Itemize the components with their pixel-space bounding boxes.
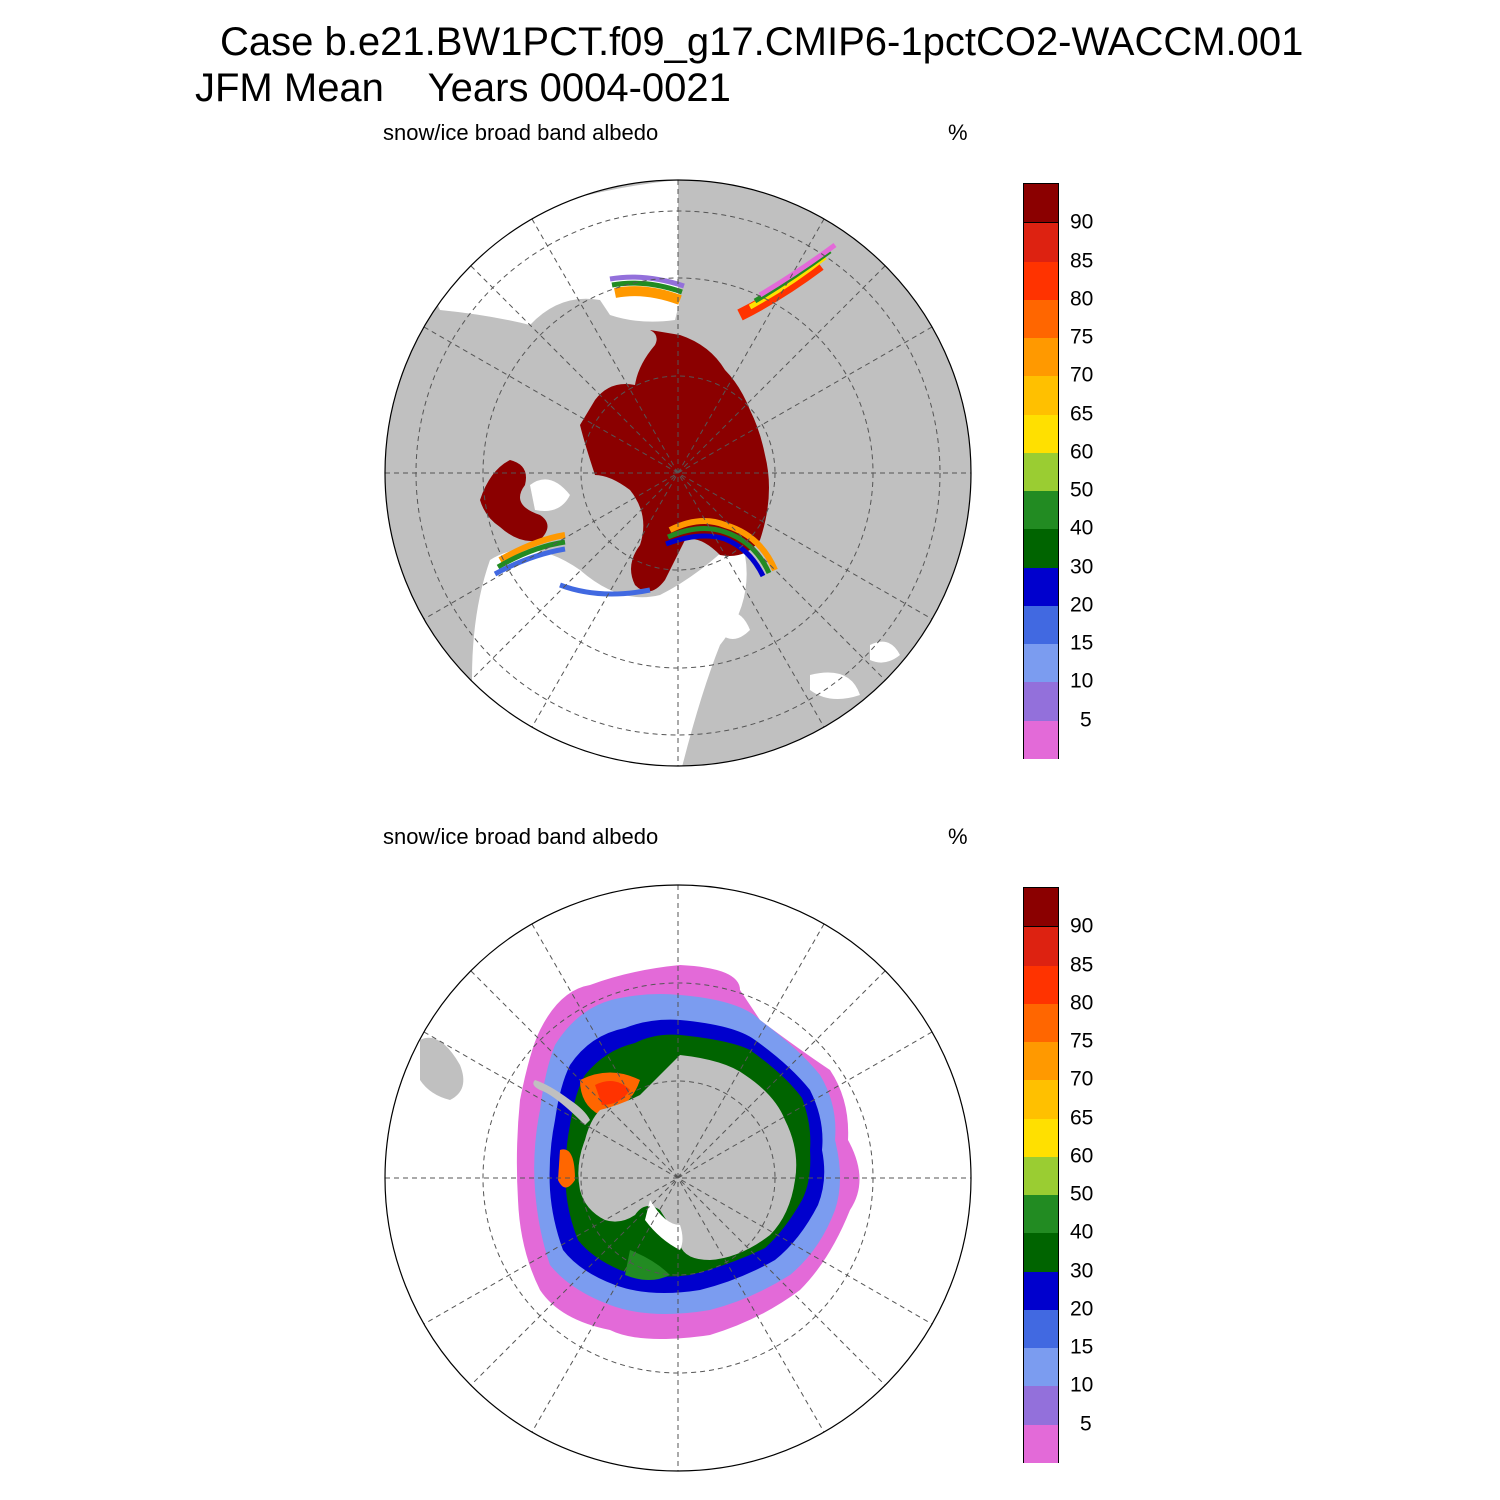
colorbar-segment xyxy=(1024,1117,1058,1157)
south-sea-ice xyxy=(420,965,860,1339)
colorbar-tick-label: 90 xyxy=(1070,914,1094,938)
colorbar-segment xyxy=(1024,528,1058,568)
colorbar-tick-label: 65 xyxy=(1070,402,1094,426)
colorbar-segment xyxy=(1024,298,1058,339)
colorbar-tick-label: 30 xyxy=(1070,555,1094,579)
colorbar-tick-label: 15 xyxy=(1070,1335,1094,1359)
colorbar-segment xyxy=(1024,1232,1058,1272)
colorbar-tick-label: 40 xyxy=(1070,1220,1094,1244)
colorbar-segment xyxy=(1024,1347,1058,1387)
colorbar-segment xyxy=(1024,964,1058,1004)
figure-title-line1: Case b.e21.BW1PCT.f09_g17.CMIP6-1pctCO2-… xyxy=(220,20,1304,64)
panel1-unit-label: % xyxy=(948,120,968,145)
colorbar-tick-label: 80 xyxy=(1070,991,1094,1015)
north-graticule xyxy=(385,180,971,766)
colorbar-tick-label: 70 xyxy=(1070,363,1094,387)
colorbar-segment xyxy=(1024,604,1058,645)
colorbar-segment xyxy=(1024,888,1058,927)
colorbar-tick-label: 5 xyxy=(1080,1412,1092,1436)
colorbar-segment xyxy=(1024,719,1058,759)
panel2-variable-label: snow/ice broad band albedo xyxy=(383,824,659,849)
colorbar-segment xyxy=(1024,1194,1058,1234)
north-polar-map xyxy=(384,179,972,767)
north-sea-ice xyxy=(480,242,837,597)
colorbar-tick-label: 50 xyxy=(1070,1182,1094,1206)
colorbar-segment xyxy=(1024,413,1058,453)
colorbar-tick-label: 80 xyxy=(1070,287,1094,311)
colorbar-segment xyxy=(1024,926,1058,966)
colorbar-segment xyxy=(1024,1270,1058,1310)
colorbar-segment xyxy=(1024,1155,1058,1196)
figure-title-line2: JFM Mean Years 0004-0021 xyxy=(195,66,731,110)
colorbar-tick-label: 60 xyxy=(1070,1144,1094,1168)
panel1-variable-label: snow/ice broad band albedo xyxy=(383,120,659,145)
colorbar-tick-label: 75 xyxy=(1070,1029,1094,1053)
colorbar-segment xyxy=(1024,566,1058,606)
colorbar-tick-label: 75 xyxy=(1070,325,1094,349)
colorbar-tick-label: 90 xyxy=(1070,210,1094,234)
colorbar-tick-label: 65 xyxy=(1070,1106,1094,1130)
north-colorbar: 5 10 15 20 30 40 50 60 65 70 75 80 85 90 xyxy=(1023,183,1093,759)
colorbar-tick-label: 85 xyxy=(1070,249,1094,273)
colorbar-tick-label: 20 xyxy=(1070,1297,1094,1321)
colorbar-tick-label: 5 xyxy=(1080,708,1092,732)
colorbar-tick-label: 60 xyxy=(1070,440,1094,464)
colorbar-segment xyxy=(1024,451,1058,492)
colorbar-tick-label: 30 xyxy=(1070,1259,1094,1283)
colorbar-segment xyxy=(1024,337,1058,377)
south-colorbar: 5 10 15 20 30 40 50 60 65 70 75 80 85 90 xyxy=(1023,887,1093,1463)
colorbar-tick-label: 70 xyxy=(1070,1067,1094,1091)
colorbar-tick-label: 85 xyxy=(1070,953,1094,977)
colorbar-segment xyxy=(1024,1423,1058,1463)
colorbar-segment xyxy=(1024,490,1058,530)
colorbar-segment xyxy=(1024,1041,1058,1081)
panel2-unit-label: % xyxy=(948,824,968,849)
colorbar-tick-label: 15 xyxy=(1070,631,1094,655)
colorbar-segment xyxy=(1024,184,1058,223)
colorbar-segment xyxy=(1024,1079,1058,1119)
colorbar-segment xyxy=(1024,1002,1058,1043)
colorbar-segment xyxy=(1024,643,1058,683)
colorbar-segment xyxy=(1024,375,1058,415)
colorbar-tick-label: 10 xyxy=(1070,669,1094,693)
colorbar-tick-label: 40 xyxy=(1070,516,1094,540)
south-polar-map xyxy=(384,884,972,1472)
colorbar-segment xyxy=(1024,222,1058,262)
south-graticule xyxy=(385,885,971,1471)
colorbar-segment xyxy=(1024,260,1058,300)
colorbar-segment xyxy=(1024,1385,1058,1425)
colorbar-tick-label: 20 xyxy=(1070,593,1094,617)
colorbar-segment xyxy=(1024,681,1058,721)
colorbar-tick-label: 50 xyxy=(1070,478,1094,502)
colorbar-tick-label: 10 xyxy=(1070,1373,1094,1397)
colorbar-segment xyxy=(1024,1308,1058,1349)
